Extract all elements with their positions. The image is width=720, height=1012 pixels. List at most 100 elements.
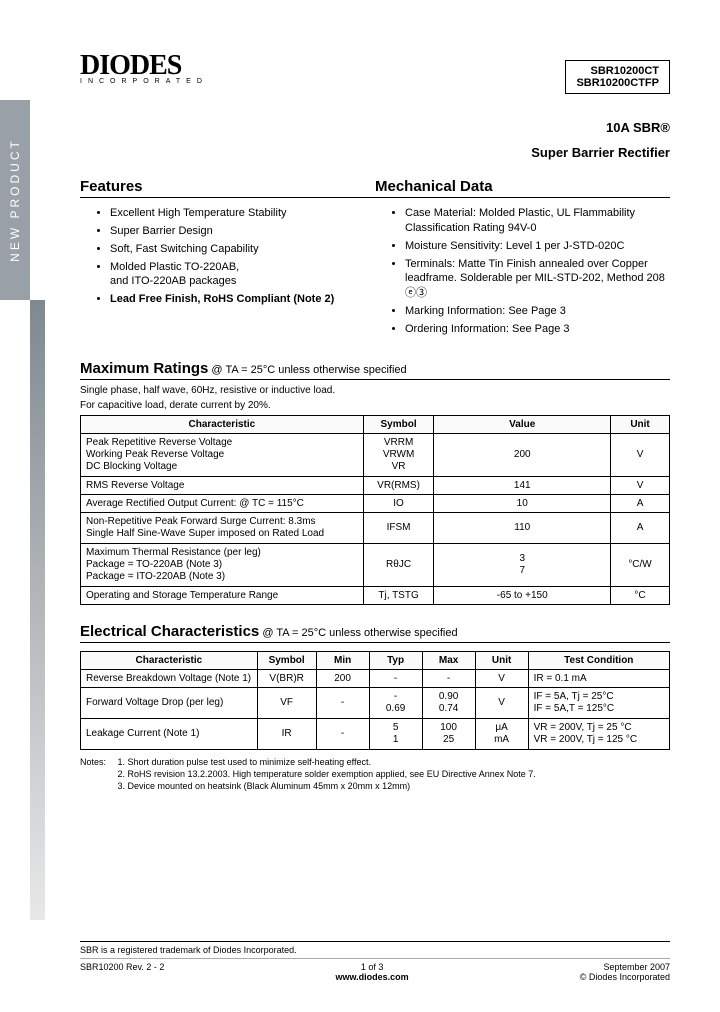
cell: RMS Reverse Voltage (81, 476, 364, 494)
cell: 10 (434, 494, 611, 512)
footer-trademark: SBR is a registered trademark of Diodes … (80, 945, 670, 959)
part-number-2: SBR10200CTFP (576, 77, 659, 89)
cell: Peak Repetitive Reverse Voltage Working … (81, 433, 364, 476)
cell: Reverse Breakdown Voltage (Note 1) (81, 669, 258, 687)
col-unit: Unit (611, 415, 670, 433)
new-product-tab: NEW PRODUCT (0, 100, 30, 300)
part-number-box: SBR10200CT SBR10200CTFP (565, 60, 670, 94)
col-typ: Typ (369, 651, 422, 669)
note-item: 2. RoHS revision 13.2.2003. High tempera… (118, 768, 668, 780)
cell: IR = 0.1 mA (528, 669, 669, 687)
cell: - (316, 718, 369, 749)
cell: Maximum Thermal Resistance (per leg) Pac… (81, 543, 364, 586)
table-row: Leakage Current (Note 1) IR - 5 1 100 25… (81, 718, 670, 749)
cell: IFSM (363, 512, 434, 543)
feature-item: Soft, Fast Switching Capability (110, 242, 375, 257)
features-column: Excellent High Temperature Stability Sup… (80, 206, 375, 340)
cell: - (316, 687, 369, 718)
cell: 100 25 (422, 718, 475, 749)
cell: -65 to +150 (434, 586, 611, 604)
cell: V (475, 669, 528, 687)
cell: 3 7 (434, 543, 611, 586)
table-row: RMS Reverse Voltage VR(RMS) 141 V (81, 476, 670, 494)
col-symbol: Symbol (257, 651, 316, 669)
cell: VF (257, 687, 316, 718)
notes-block: Notes: 1. Short duration pulse test used… (80, 756, 670, 792)
mechdata-item: Marking Information: See Page 3 (405, 304, 670, 319)
table-row: Average Rectified Output Current: @ TC =… (81, 494, 670, 512)
features-heading: Features (80, 178, 375, 197)
table-row: Reverse Breakdown Voltage (Note 1) V(BR)… (81, 669, 670, 687)
maxratings-preamble2: For capacitive load, derate current by 2… (80, 400, 670, 411)
cell: Leakage Current (Note 1) (81, 718, 258, 749)
cell: °C/W (611, 543, 670, 586)
feature-item: Molded Plastic TO-220AB, and ITO-220AB p… (110, 260, 375, 290)
cell: 200 (316, 669, 369, 687)
elecchar-table: Characteristic Symbol Min Typ Max Unit T… (80, 651, 670, 750)
col-max: Max (422, 651, 475, 669)
datasheet-page: NEW PRODUCT DIODES INCORPORATED SBR10200… (0, 0, 720, 1012)
cell: A (611, 512, 670, 543)
cell: Forward Voltage Drop (per leg) (81, 687, 258, 718)
cell: VR = 200V, Tj = 25 °C VR = 200V, Tj = 12… (528, 718, 669, 749)
cell: 141 (434, 476, 611, 494)
table-row: Forward Voltage Drop (per leg) VF - - 0.… (81, 687, 670, 718)
col-value: Value (434, 415, 611, 433)
feature-item: Super Barrier Design (110, 224, 375, 239)
cell: 5 1 (369, 718, 422, 749)
elecchar-heading: Electrical Characteristics (80, 623, 259, 640)
notes-label: Notes: (80, 756, 115, 768)
page-footer: SBR is a registered trademark of Diodes … (80, 941, 670, 982)
col-symbol: Symbol (363, 415, 434, 433)
footer-url: www.diodes.com (336, 972, 409, 982)
mechdata-item: Moisture Sensitivity: Level 1 per J-STD-… (405, 239, 670, 254)
table-row: Maximum Thermal Resistance (per leg) Pac… (81, 543, 670, 586)
side-gradient (30, 300, 45, 920)
col-characteristic: Characteristic (81, 415, 364, 433)
new-product-label: NEW PRODUCT (8, 138, 22, 262)
features-mech-body: Excellent High Temperature Stability Sup… (80, 206, 670, 340)
mechdata-column: Case Material: Molded Plastic, UL Flamma… (375, 206, 670, 340)
cell: μA mA (475, 718, 528, 749)
col-min: Min (316, 651, 369, 669)
cell: 110 (434, 512, 611, 543)
maxratings-preamble1: Single phase, half wave, 60Hz, resistive… (80, 385, 670, 396)
cell: °C (611, 586, 670, 604)
cell: V (475, 687, 528, 718)
elecchar-header: Electrical Characteristics @ TA = 25°C u… (80, 623, 670, 643)
cell: 0.90 0.74 (422, 687, 475, 718)
maxratings-cond: @ TA = 25°C unless otherwise specified (208, 364, 406, 376)
product-title: 10A SBR® (80, 120, 670, 135)
footer-left: SBR10200 Rev. 2 - 2 (80, 962, 164, 982)
feature-item: Excellent High Temperature Stability (110, 206, 375, 221)
cell: Non-Repetitive Peak Forward Surge Curren… (81, 512, 364, 543)
part-number-1: SBR10200CT (576, 65, 659, 77)
maxratings-table: Characteristic Symbol Value Unit Peak Re… (80, 415, 670, 605)
cell: A (611, 494, 670, 512)
table-row: Operating and Storage Temperature Range … (81, 586, 670, 604)
table-header-row: Characteristic Symbol Min Typ Max Unit T… (81, 651, 670, 669)
col-testcond: Test Condition (528, 651, 669, 669)
cell: - 0.69 (369, 687, 422, 718)
cell: 200 (434, 433, 611, 476)
col-characteristic: Characteristic (81, 651, 258, 669)
table-row: Non-Repetitive Peak Forward Surge Curren… (81, 512, 670, 543)
footer-date: September 2007 (580, 962, 670, 972)
feature-item: Lead Free Finish, RoHS Compliant (Note 2… (110, 292, 375, 307)
cell: V (611, 476, 670, 494)
cell: IF = 5A, Tj = 25°C IF = 5A,T = 125°C (528, 687, 669, 718)
table-row: Peak Repetitive Reverse Voltage Working … (81, 433, 670, 476)
mechdata-heading: Mechanical Data (375, 178, 670, 197)
cell: VRRM VRWM VR (363, 433, 434, 476)
cell: VR(RMS) (363, 476, 434, 494)
mechdata-item: Case Material: Molded Plastic, UL Flamma… (405, 206, 670, 236)
mechdata-item: Terminals: Matte Tin Finish annealed ove… (405, 257, 670, 302)
maxratings-heading: Maximum Ratings (80, 360, 208, 377)
cell: Tj, TSTG (363, 586, 434, 604)
table-header-row: Characteristic Symbol Value Unit (81, 415, 670, 433)
cell: - (422, 669, 475, 687)
cell: RθJC (363, 543, 434, 586)
elecchar-cond: @ TA = 25°C unless otherwise specified (259, 627, 457, 639)
cell: Average Rectified Output Current: @ TC =… (81, 494, 364, 512)
product-subtitle: Super Barrier Rectifier (80, 145, 670, 160)
